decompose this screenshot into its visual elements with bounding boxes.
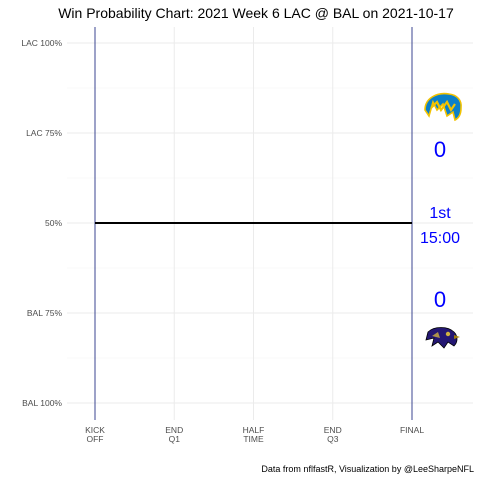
x-tick-label: HALF TIME (243, 425, 265, 444)
y-axis-tick-labels: LAC 100% LAC 75% 50% BAL 75% BAL 100% (21, 38, 62, 408)
x-axis-tick-labels: KICK OFF END Q1 HALF TIME END Q3 FINAL (85, 425, 424, 444)
chart-caption: Data from nflfastR, Visualization by @Le… (261, 464, 474, 474)
x-tick-label: END Q3 (324, 425, 342, 444)
x-tick-label: END Q1 (165, 425, 183, 444)
y-tick-label: LAC 75% (26, 128, 62, 138)
game-clock: 15:00 (420, 230, 460, 247)
game-period: 1st (429, 205, 451, 222)
y-tick-label: LAC 100% (21, 38, 62, 48)
chargers-bolt-logo (424, 92, 462, 122)
ravens-logo (425, 327, 460, 349)
y-tick-label: 50% (45, 218, 62, 228)
x-tick-label: FINAL (400, 425, 424, 435)
y-tick-label: BAL 75% (27, 308, 63, 318)
away-score: 0 (434, 137, 446, 162)
chart-title: Win Probability Chart: 2021 Week 6 LAC @… (58, 5, 454, 21)
home-score: 0 (434, 287, 446, 312)
x-tick-label: KICK OFF (85, 425, 105, 444)
y-tick-label: BAL 100% (22, 398, 62, 408)
